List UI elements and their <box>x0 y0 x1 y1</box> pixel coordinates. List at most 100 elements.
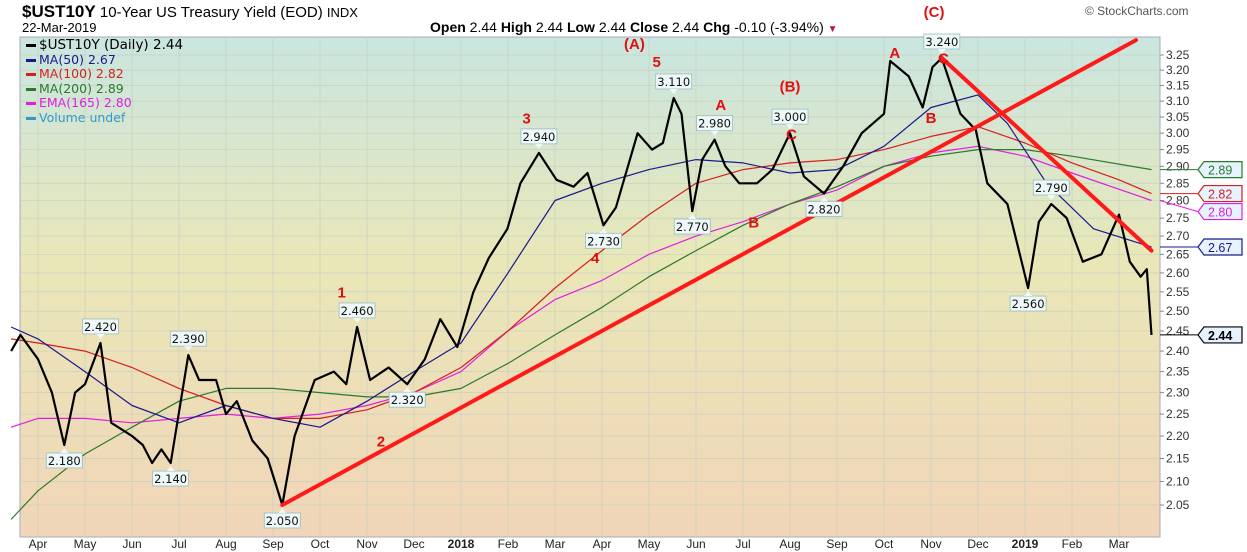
value-callout: 2.460 <box>338 302 376 323</box>
y-tick-label: 2.25 <box>1166 407 1190 421</box>
callout-text: 2.140 <box>154 472 187 486</box>
y-tick-label: 2.60 <box>1166 266 1190 280</box>
x-tick-label: Apr <box>593 537 612 551</box>
callout-pointer <box>937 49 946 55</box>
legend-label: Volume undef <box>39 109 126 125</box>
wave-label: A <box>715 97 726 114</box>
callout-pointer <box>353 317 362 323</box>
ohlc-value-chg: -0.10 (-3.94%) <box>734 19 828 35</box>
exchange: INDX <box>326 5 358 20</box>
value-callout: 2.420 <box>82 318 119 339</box>
ohlc-key-close: Close <box>629 19 672 35</box>
legend-item-price: $UST10Y (Daily) 2.44 <box>26 38 183 53</box>
callout-text: 2.730 <box>587 234 620 248</box>
ohlc-value-open: 2.44 <box>469 19 501 35</box>
callout-pointer <box>184 346 193 352</box>
x-tick-label: May <box>638 537 661 551</box>
callout-text: 2.980 <box>698 117 731 131</box>
ohlc-key-chg: Chg <box>703 19 735 35</box>
y-tick-label: 2.20 <box>1166 429 1190 443</box>
axis-badge-text: 2.44 <box>1208 329 1232 343</box>
wave-label: A <box>889 45 900 62</box>
axis-badge-ema165: 2.80 <box>1159 200 1243 221</box>
callout-pointer <box>786 124 794 130</box>
x-tick-label: Oct <box>311 537 330 551</box>
callout-text: 2.320 <box>391 393 424 407</box>
axis-badge-text: 2.67 <box>1208 241 1232 255</box>
wave-label: (C) <box>924 4 945 21</box>
callout-pointer <box>96 333 105 339</box>
axis-badge-price: 2.44 <box>1160 326 1243 344</box>
callout-pointer <box>403 387 412 393</box>
wave-label: 5 <box>653 54 661 71</box>
x-tick-label: Jun <box>122 537 141 551</box>
callout-text: 2.790 <box>1035 181 1068 195</box>
ohlc-value-close: 2.44 <box>672 19 704 35</box>
y-tick-label: 3.15 <box>1166 79 1190 93</box>
y-tick-label: 2.85 <box>1166 176 1190 190</box>
callout-text: 2.820 <box>808 203 841 217</box>
y-tick-label: 2.45 <box>1166 324 1190 338</box>
value-callout: 2.940 <box>520 128 558 149</box>
y-tick-label: 2.70 <box>1166 229 1190 243</box>
callout-pointer <box>1047 195 1056 201</box>
x-tick-label: Nov <box>920 537 941 551</box>
wave-label: B <box>748 215 759 232</box>
y-tick-label: 3.05 <box>1166 110 1190 124</box>
y-tick-label: 3.00 <box>1166 126 1190 140</box>
x-tick-label: Jul <box>171 537 186 551</box>
callout-text: 2.180 <box>48 454 81 468</box>
downtrend-trendline <box>939 56 1154 253</box>
y-tick-label: 2.05 <box>1166 498 1190 512</box>
legend-swatch <box>26 87 36 91</box>
y-tick-label: 3.20 <box>1166 63 1190 77</box>
ohlc-key-high: High <box>500 19 536 35</box>
value-callout: 3.110 <box>655 73 693 94</box>
x-tick-label: Dec <box>967 537 988 551</box>
callout-text: 2.460 <box>341 304 374 318</box>
value-callout: 2.140 <box>152 466 190 487</box>
y-tick-label: 2.10 <box>1166 474 1190 488</box>
wave-label: (B) <box>780 79 801 96</box>
callout-pointer <box>669 88 678 94</box>
y-tick-label: 2.90 <box>1166 159 1190 173</box>
wave-label: 1 <box>337 285 345 302</box>
value-callout: 2.980 <box>696 115 733 136</box>
down-triangle-icon: ▼ <box>827 24 838 35</box>
legend-item-volume: Volume undef <box>26 109 183 126</box>
legend-swatch <box>26 102 36 105</box>
plot-area <box>19 36 1161 538</box>
value-callout: 2.770 <box>673 214 711 235</box>
x-tick-label: 2018 <box>448 537 475 551</box>
symbol: $UST10Y <box>22 2 96 21</box>
value-callout: 3.240 <box>923 33 961 55</box>
x-tick-label: Jun <box>686 537 705 551</box>
legend-label: MA(200) 2.89 <box>39 80 124 96</box>
wave-label: C <box>938 50 949 67</box>
copyright: © StockCharts.com <box>1085 4 1189 18</box>
x-tick-label: Dec <box>403 537 424 551</box>
volume-bars-icon <box>26 116 36 120</box>
x-tick-label: Aug <box>779 537 800 551</box>
callout-text: 2.940 <box>522 130 555 144</box>
callout-pointer <box>166 466 175 472</box>
ohlc-value-low: 2.44 <box>598 19 630 35</box>
y-tick-label: 2.95 <box>1166 143 1190 157</box>
value-callout: 2.560 <box>1009 291 1047 312</box>
callout-pointer <box>278 508 287 513</box>
callout-text: 2.560 <box>1012 297 1045 311</box>
x-tick-label: Jul <box>735 537 750 551</box>
legend-swatch <box>26 73 36 76</box>
axis-badge-ma50: 2.67 <box>1160 238 1243 256</box>
legend-item-ma200: MA(200) 2.89 <box>26 80 183 97</box>
callout-text: 3.110 <box>657 75 690 89</box>
callout-pointer <box>710 130 719 136</box>
wave-label: 2 <box>377 433 385 450</box>
x-tick-label: Oct <box>875 537 894 551</box>
callout-pointer <box>820 196 829 202</box>
x-tick-label: 2019 <box>1012 537 1039 551</box>
x-tick-label: May <box>74 537 97 551</box>
axis-badge-ma100: 2.82 <box>1160 184 1243 203</box>
